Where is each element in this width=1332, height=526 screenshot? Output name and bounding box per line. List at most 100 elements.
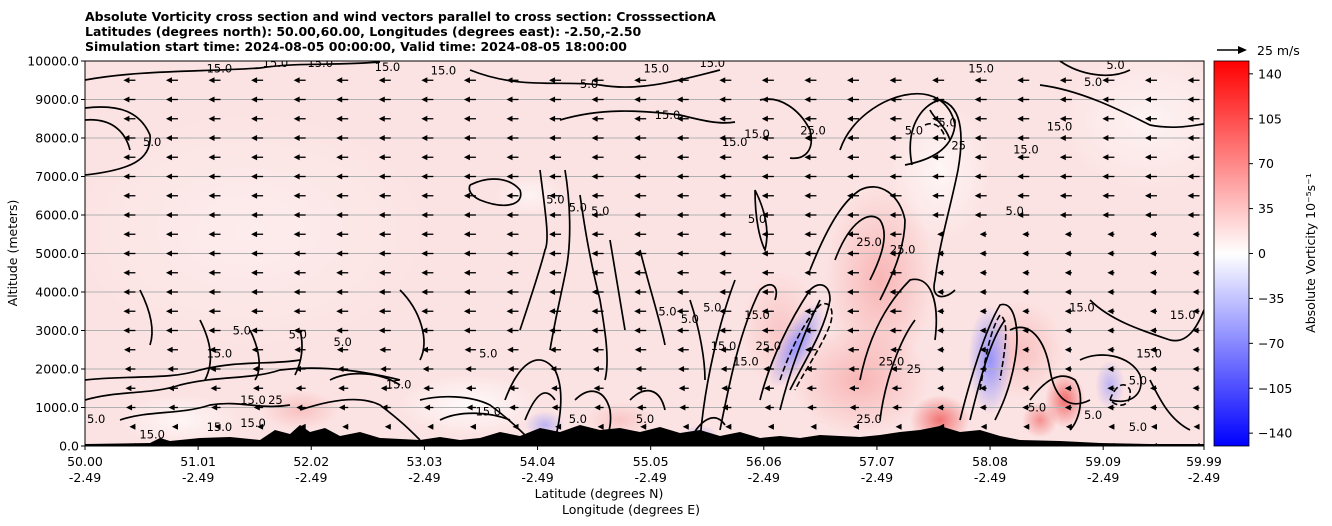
contour-label: 15.0 <box>207 420 233 434</box>
y-tick-label: 6000.0 <box>35 208 79 223</box>
wind-arrow <box>640 443 647 446</box>
wind-arrow <box>591 327 604 334</box>
wind-arrow <box>549 154 562 161</box>
wind-arrow <box>937 289 945 295</box>
x-tick-label-lon: -2.49 <box>295 470 327 485</box>
wind-arrow <box>847 192 860 199</box>
wind-arrow <box>251 212 264 218</box>
wind-arrow <box>421 115 434 122</box>
wind-arrow <box>761 269 774 276</box>
svg-text:15.0: 15.0 <box>1136 347 1162 361</box>
wind-arrow <box>463 77 476 84</box>
wind-arrow <box>721 404 732 411</box>
wind-arrow <box>1193 423 1200 430</box>
wind-arrow <box>378 154 391 161</box>
wind-arrow <box>251 269 264 276</box>
contour-label: 5.0 <box>546 193 564 207</box>
wind-arrow <box>1107 308 1115 315</box>
wind-arrow <box>1107 289 1115 295</box>
wind-arrow <box>293 269 306 276</box>
wind-arrow <box>762 346 774 353</box>
wind-arrow <box>1192 404 1200 411</box>
svg-text:15.0: 15.0 <box>722 135 748 149</box>
wind-arrow <box>1023 423 1030 430</box>
wind-arrow <box>676 269 689 276</box>
wind-arrow <box>1059 96 1072 103</box>
svg-text:25.0: 25.0 <box>890 243 916 257</box>
wind-arrow <box>634 346 647 353</box>
wind-arrow <box>549 231 562 238</box>
wind-arrow <box>591 173 604 180</box>
contour-label: 25 <box>268 393 283 407</box>
wind-arrow <box>549 212 562 218</box>
wind-arrow <box>506 327 519 334</box>
wind-arrow <box>1059 192 1072 199</box>
wind-arrow <box>549 269 562 276</box>
wind-arrow <box>293 212 306 218</box>
y-tick-label: 7000.0 <box>35 169 79 184</box>
svg-text:15.0: 15.0 <box>207 62 233 76</box>
x-axis-label-longitude: Longitude (degrees E) <box>562 502 700 517</box>
wind-arrow <box>1064 327 1072 334</box>
wind-arrow <box>805 346 817 353</box>
wind-arrow <box>208 192 221 199</box>
wind-arrow <box>1187 96 1200 103</box>
wind-arrow <box>464 346 476 353</box>
x-tick-label-lon: -2.49 <box>408 470 440 485</box>
contour-label: 15.0 <box>375 61 401 74</box>
wind-arrow <box>591 308 604 315</box>
wind-arrow <box>165 308 178 315</box>
wind-arrow <box>634 115 647 122</box>
wind-arrow <box>677 346 689 353</box>
wind-arrow <box>166 346 178 353</box>
wind-arrow <box>1187 115 1200 122</box>
wind-arrow <box>1064 385 1072 392</box>
wind-arrow <box>1059 115 1072 122</box>
wind-arrow <box>465 385 476 392</box>
wind-arrow <box>937 250 945 257</box>
wind-arrow <box>210 385 221 392</box>
wind-arrow <box>165 135 178 141</box>
svg-text:5.0: 5.0 <box>289 327 307 341</box>
wind-arrow <box>129 443 136 446</box>
wind-arrow <box>847 173 860 180</box>
wind-arrow <box>592 366 604 372</box>
wind-arrow <box>251 231 264 238</box>
wind-key-label: 25 m/s <box>1257 43 1300 58</box>
contour-label: 15.0 <box>240 416 266 430</box>
svg-text:25: 25 <box>907 362 922 376</box>
wind-arrow <box>294 366 306 372</box>
title-line-3: Simulation start time: 2024-08-05 00:00:… <box>85 39 627 54</box>
contour-label: 15.0 <box>744 127 770 141</box>
wind-arrow <box>804 212 817 218</box>
wind-arrow <box>123 289 136 295</box>
wind-arrow <box>676 115 689 122</box>
y-tick-label: 3000.0 <box>35 323 79 338</box>
contour-label: 5.0 <box>289 327 307 341</box>
contour-label: 25 <box>951 139 966 153</box>
wind-arrow <box>979 308 987 315</box>
wind-arrow <box>295 385 306 392</box>
wind-arrow <box>719 289 732 295</box>
wind-arrow <box>804 231 817 238</box>
wind-arrow <box>380 366 391 372</box>
wind-arrow <box>719 96 732 103</box>
wind-arrow <box>1144 212 1157 218</box>
wind-arrow <box>123 96 136 103</box>
wind-arrow <box>979 231 987 238</box>
wind-arrow <box>676 250 689 257</box>
colorbar-tick-label: 70 <box>1258 156 1274 171</box>
wind-arrow <box>1149 269 1157 276</box>
wind-arrow <box>1144 192 1157 199</box>
wind-arrow <box>591 289 604 295</box>
wind-arrow <box>165 289 178 295</box>
wind-arrow <box>892 404 902 411</box>
wind-arrow <box>378 289 391 295</box>
wind-arrow <box>463 308 476 315</box>
svg-text:15.0: 15.0 <box>431 64 457 78</box>
wind-arrow <box>634 231 647 238</box>
contour-label: 25.0 <box>800 123 826 137</box>
wind-arrow <box>338 385 349 392</box>
wind-arrow <box>208 212 221 218</box>
wind-arrow <box>1017 212 1030 218</box>
